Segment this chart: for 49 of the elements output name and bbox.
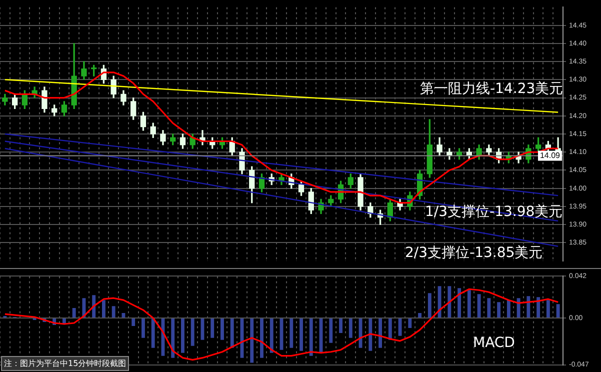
bar	[290, 318, 294, 348]
bar	[448, 286, 452, 318]
bar	[536, 297, 540, 318]
bar	[368, 318, 372, 351]
bar	[516, 298, 520, 318]
bar	[408, 318, 412, 328]
ref-line-label: 14.09	[540, 150, 561, 160]
bar	[418, 313, 422, 318]
bar	[210, 318, 214, 338]
bar	[438, 286, 442, 318]
bar	[388, 318, 392, 340]
bar	[300, 318, 303, 351]
bar	[230, 318, 234, 348]
bar	[309, 318, 313, 356]
bar	[171, 318, 175, 358]
bar	[378, 318, 382, 348]
bar	[477, 294, 481, 318]
annotation: MACD	[473, 335, 515, 351]
bar	[141, 318, 145, 338]
bar	[190, 318, 194, 346]
bar	[72, 308, 76, 318]
bar	[506, 300, 510, 318]
bar	[398, 318, 402, 336]
bar	[348, 318, 352, 338]
annotation: 2/3支撑位-13.85美元	[405, 244, 543, 262]
bar	[270, 318, 274, 353]
bar	[339, 318, 342, 333]
bar	[161, 318, 165, 356]
bar	[546, 300, 550, 318]
bar	[132, 318, 136, 326]
bar	[250, 318, 254, 363]
bar	[487, 298, 491, 318]
bar	[220, 318, 224, 340]
bar	[556, 304, 560, 318]
annotation: 第一阻力线-14.23美元	[420, 80, 564, 98]
bar	[458, 288, 462, 318]
bar	[526, 296, 530, 318]
bar	[102, 300, 106, 318]
annotation: 注：图片为平台中15分钟时段截图	[1, 356, 130, 371]
bar	[122, 313, 126, 318]
bar	[428, 293, 432, 318]
bar	[112, 306, 116, 318]
bar	[329, 318, 333, 343]
bar	[467, 290, 471, 318]
bar	[181, 318, 184, 353]
bar	[260, 318, 264, 358]
bar	[497, 302, 501, 318]
bar	[92, 295, 96, 318]
bar	[151, 318, 155, 348]
